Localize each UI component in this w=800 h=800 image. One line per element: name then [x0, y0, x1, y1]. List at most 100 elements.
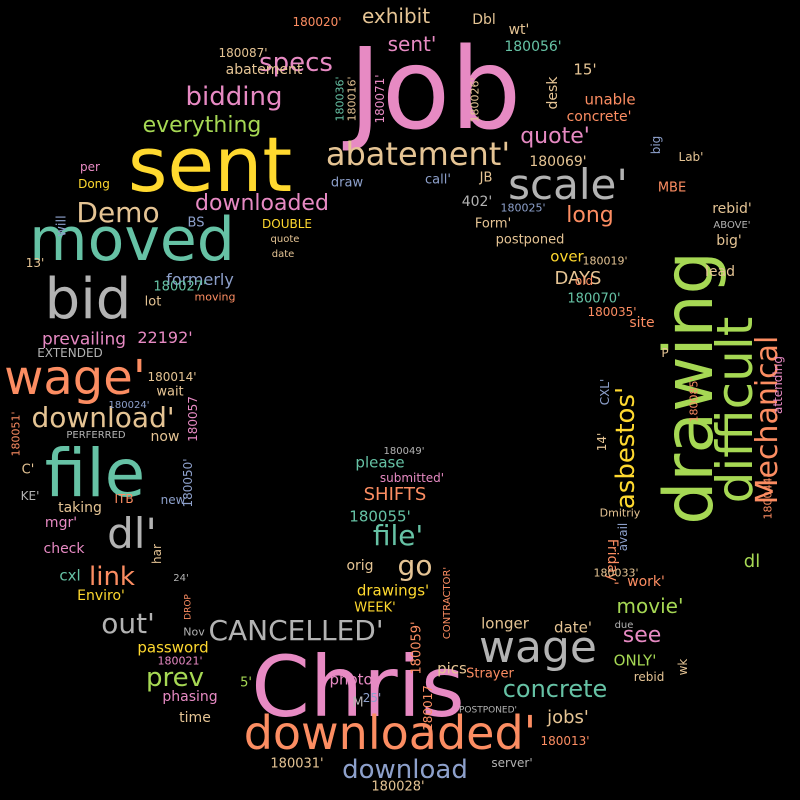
- cloud-word: Demo: [76, 196, 160, 229]
- cloud-word: abatement': [325, 135, 511, 173]
- cloud-word: rebid: [633, 670, 665, 684]
- cloud-word: 180028': [371, 779, 425, 795]
- cloud-word: specs: [259, 48, 333, 78]
- cloud-word: 180070': [567, 291, 621, 307]
- cloud-word: 180057: [186, 396, 200, 442]
- cloud-word: drawings': [356, 581, 430, 600]
- cloud-word: work': [627, 574, 665, 590]
- cloud-word: Chris: [251, 638, 465, 736]
- cloud-word: 180036': [333, 76, 347, 122]
- cloud-word: POSTPONED': [458, 705, 518, 716]
- cloud-word: abatement: [225, 62, 303, 78]
- cloud-word: 402': [461, 194, 493, 210]
- cloud-word: 180059': [409, 621, 425, 675]
- cloud-word: ONLY': [613, 651, 657, 670]
- cloud-word: phasing: [162, 689, 218, 705]
- cloud-word: 180035': [587, 305, 637, 319]
- cloud-word: 180024': [108, 400, 150, 411]
- cloud-word: wk: [676, 658, 690, 676]
- cloud-word: draw: [330, 175, 364, 191]
- cloud-word: download': [31, 401, 175, 434]
- cloud-word: Dong: [78, 177, 110, 191]
- cloud-word: 180021': [157, 654, 203, 668]
- cloud-word: Strayer: [466, 666, 514, 682]
- cloud-word: movie': [616, 594, 684, 618]
- cloud-word: 180020': [292, 15, 342, 29]
- cloud-word: M: [352, 695, 364, 711]
- cloud-word: 180027': [153, 279, 207, 295]
- cloud-word: 180017: [421, 685, 435, 731]
- cloud-word: Form': [474, 216, 512, 232]
- cloud-word: file': [372, 519, 424, 552]
- cloud-word: bid: [44, 267, 132, 332]
- cloud-word: dl': [107, 509, 157, 558]
- cloud-word: concrete: [502, 675, 608, 703]
- cloud-word: quote': [520, 124, 590, 149]
- cloud-word: long: [566, 203, 614, 228]
- cloud-word: photos: [329, 670, 381, 689]
- cloud-word: due: [614, 620, 634, 631]
- cloud-word: moved: [29, 205, 235, 275]
- cloud-word: 180016': [345, 76, 359, 122]
- cloud-word: ITB: [114, 492, 134, 506]
- cloud-word: time: [179, 710, 211, 726]
- cloud-word: 24': [173, 573, 189, 584]
- cloud-word: wt': [508, 22, 530, 38]
- cloud-word: bidding: [185, 82, 283, 112]
- cloud-word: go: [397, 549, 433, 582]
- cloud-word: KE': [20, 489, 40, 503]
- cloud-word: prev: [145, 663, 205, 693]
- cloud-word: 180019': [582, 254, 628, 268]
- cloud-word: taking: [58, 500, 102, 516]
- cloud-word: PERFERRED: [66, 430, 126, 441]
- cloud-word: asbestos': [611, 386, 641, 510]
- cloud-word: 180051': [9, 411, 23, 457]
- cloud-word: see: [622, 623, 662, 648]
- cloud-word: downloaded: [195, 191, 329, 216]
- cloud-word: DAYS: [554, 268, 602, 289]
- cloud-word: check: [43, 541, 85, 557]
- cloud-word: JB: [479, 170, 493, 186]
- cloud-word: sent: [127, 120, 293, 209]
- cloud-word: exhibit: [361, 4, 431, 28]
- cloud-word: download: [342, 755, 468, 785]
- cloud-word: SHIFTS: [363, 484, 427, 505]
- cloud-word: mgr': [44, 515, 78, 531]
- cloud-word: EXTENDED: [37, 346, 103, 360]
- cloud-word: wait: [156, 384, 184, 400]
- cloud-word: big': [716, 233, 742, 249]
- cloud-word: out': [101, 607, 155, 640]
- cloud-word: server': [491, 756, 533, 770]
- cloud-word: date: [271, 249, 295, 260]
- cloud-word: 180044': [761, 474, 775, 520]
- cloud-word: WEEK': [354, 600, 396, 616]
- cloud-word: ABOVE': [713, 220, 751, 231]
- cloud-word: CONTRACTOR': [442, 566, 453, 640]
- cloud-word: CXL': [598, 378, 612, 406]
- cloud-word: 14': [595, 432, 609, 452]
- cloud-word: now: [150, 429, 180, 445]
- cloud-word: everything: [142, 113, 262, 138]
- cloud-word: rebid': [712, 201, 752, 217]
- cloud-word: Dbl: [472, 12, 496, 28]
- cloud-word: scale': [508, 160, 628, 209]
- cloud-word: lead: [705, 264, 735, 280]
- cloud-word: big: [649, 135, 663, 155]
- cloud-word: old: [574, 274, 594, 288]
- cloud-word: jobs': [547, 707, 589, 728]
- cloud-word: 5': [240, 675, 252, 691]
- cloud-word: dl: [743, 551, 761, 572]
- cloud-word: date': [554, 618, 592, 637]
- cloud-word: wage': [4, 350, 146, 406]
- cloud-word: 25': [362, 691, 382, 705]
- cloud-word: 180085': [687, 377, 701, 423]
- cloud-word: 15': [573, 60, 597, 79]
- cloud-word: 180031': [270, 756, 324, 772]
- cloud-word: per: [80, 160, 100, 174]
- cloud-word: sent': [387, 32, 437, 56]
- cloud-word: prevailing: [41, 329, 127, 350]
- cloud-word: 180087': [218, 46, 268, 60]
- cloud-word: unable: [584, 90, 636, 109]
- cloud-word: orig: [346, 558, 374, 574]
